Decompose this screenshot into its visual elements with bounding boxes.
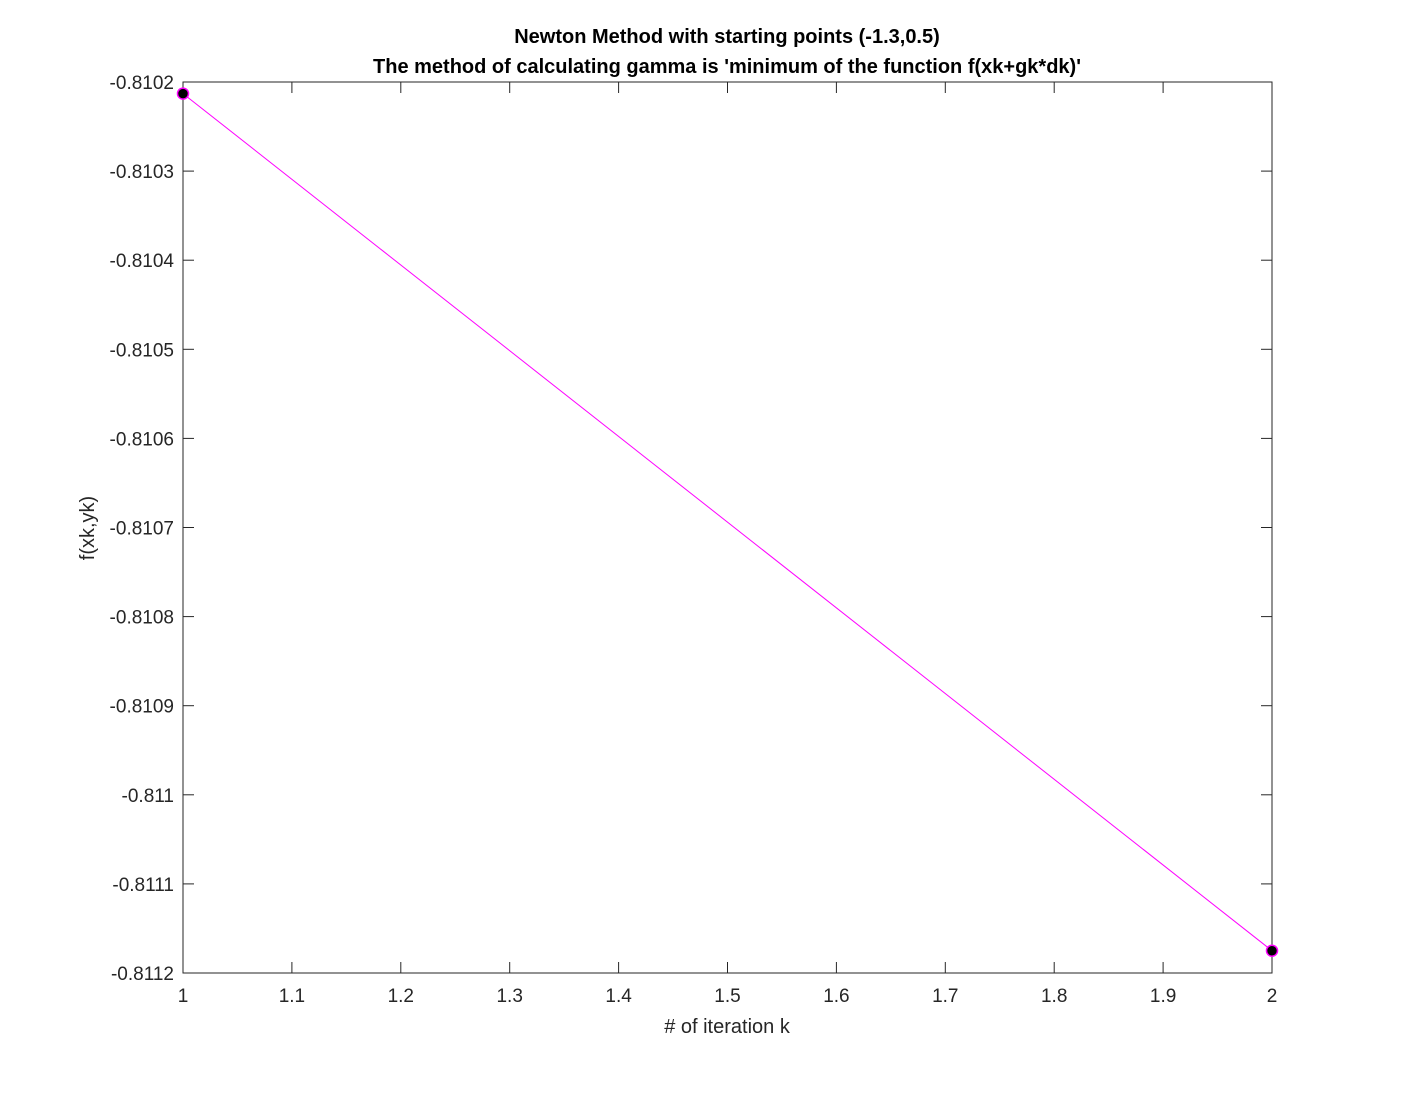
y-tick-label: -0.8109 (110, 697, 174, 718)
data-point (176, 87, 190, 100)
y-tick-label: -0.811 (122, 786, 174, 807)
y-tick-label: -0.8105 (110, 340, 174, 361)
x-tick-label: 1.9 (1150, 986, 1176, 1007)
series-layer (176, 87, 1279, 957)
x-axis-ticks: 1 1.1 1.2 1.3 1.4 1.5 1.6 1.7 1.8 1.9 2 (178, 82, 1278, 1007)
x-tick-label: 1.7 (932, 986, 958, 1007)
x-tick-label: 1.8 (1041, 986, 1067, 1007)
y-tick-label: -0.8106 (110, 429, 174, 450)
y-tick-label: -0.8111 (112, 875, 174, 896)
chart-title: Newton Method with starting points (-1.3… (373, 26, 1081, 78)
y-tick-label: -0.8104 (110, 251, 175, 272)
y-tick-label: -0.8102 (110, 73, 174, 94)
series-line (182, 93, 1273, 952)
y-axis-ticks: -0.8112 -0.8111 -0.811 -0.8109 -0.8108 -0.810… (110, 73, 1272, 985)
y-tick-label: -0.8112 (111, 964, 174, 985)
x-tick-label: 1.1 (279, 986, 305, 1007)
plot-area (182, 81, 1273, 974)
y-tick-label: -0.8108 (110, 608, 174, 629)
chart-title-line-2: The method of calculating gamma is 'mini… (373, 56, 1081, 78)
x-tick-label: 1 (178, 986, 189, 1007)
y-tick-label: -0.8107 (110, 519, 174, 540)
x-tick-label: 2 (1267, 986, 1278, 1007)
y-tick-label: -0.8103 (110, 162, 174, 183)
data-point (1265, 944, 1279, 957)
x-axis-label: # of iteration k (664, 1016, 791, 1038)
y-axis-label: f(xk,yk) (77, 496, 99, 560)
x-tick-label: 1.5 (714, 986, 740, 1007)
x-tick-label: 1.4 (605, 986, 632, 1007)
chart-title-line-1: Newton Method with starting points (-1.3… (514, 26, 940, 48)
x-tick-label: 1.2 (388, 986, 414, 1007)
x-tick-label: 1.3 (496, 986, 522, 1007)
x-tick-label: 1.6 (823, 986, 849, 1007)
